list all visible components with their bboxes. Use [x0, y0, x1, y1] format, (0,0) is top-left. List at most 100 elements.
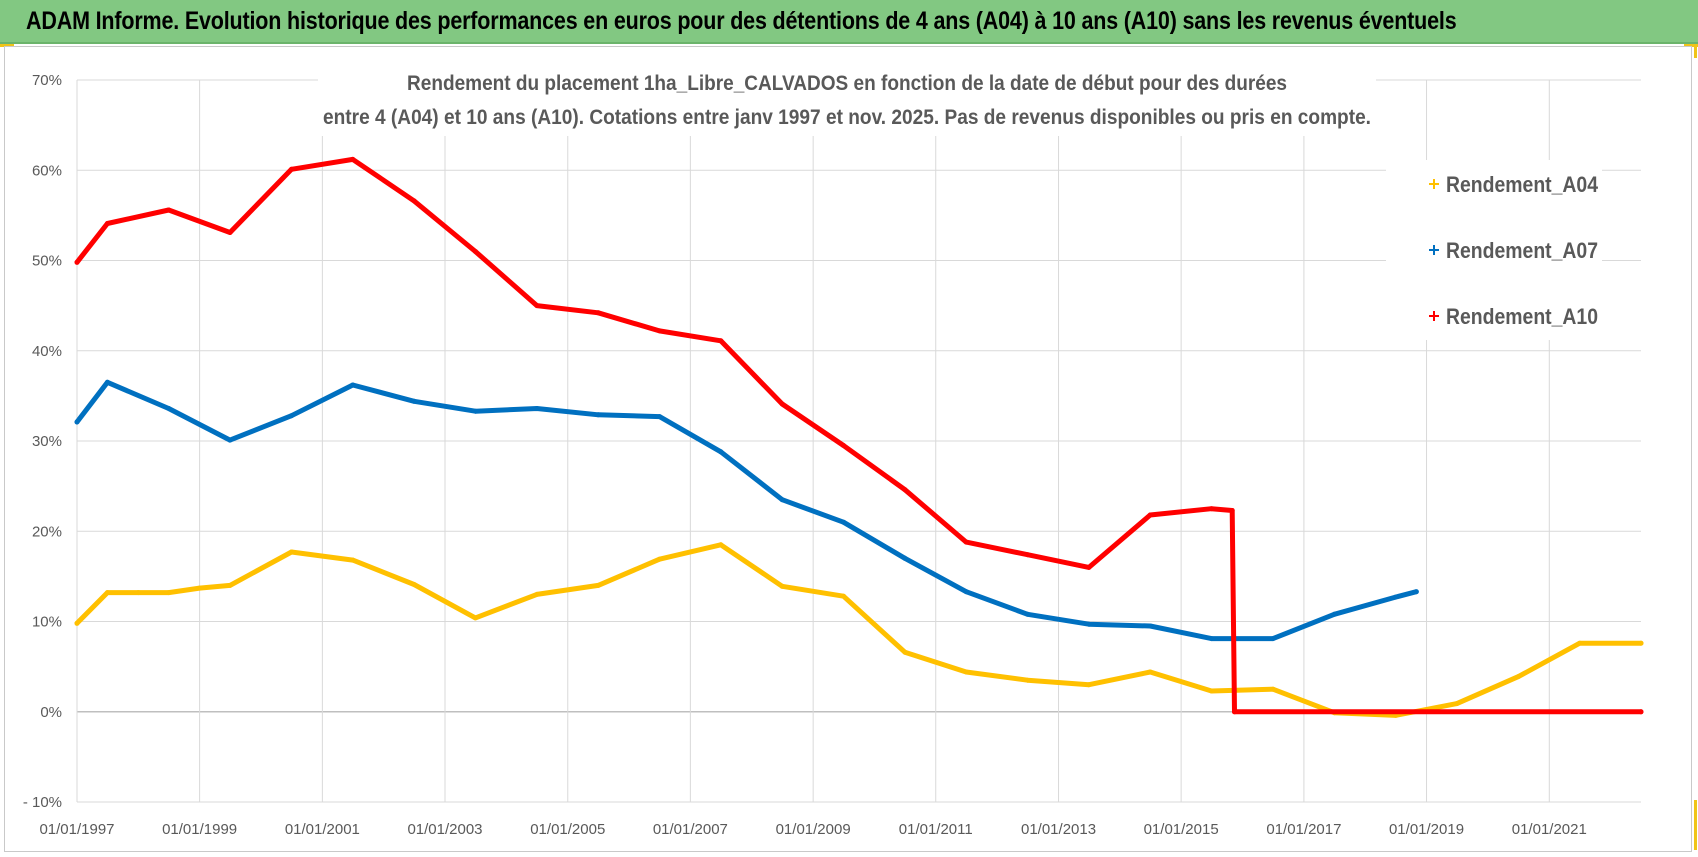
data-point — [595, 582, 601, 588]
data-point — [227, 582, 233, 588]
data-point — [1086, 564, 1092, 570]
data-point — [350, 156, 356, 162]
data-point — [1331, 611, 1337, 617]
x-tick-label: 01/01/2017 — [1266, 821, 1341, 838]
legend: Rendement_A04 Rendement_A07 Rendement_A10 — [1386, 160, 1602, 340]
y-tick-label: 40% — [32, 343, 62, 360]
y-tick-label: 70% — [32, 72, 62, 89]
data-point — [657, 328, 662, 334]
data-point — [350, 557, 356, 563]
series-lines — [74, 156, 1644, 718]
corner-mark-top-right-vertical — [1694, 44, 1697, 58]
data-point — [289, 413, 294, 419]
data-point — [718, 449, 724, 455]
data-point — [963, 669, 969, 675]
chart-frame — [4, 46, 1692, 852]
data-point — [1515, 674, 1521, 680]
data-point — [1147, 623, 1153, 629]
x-tick-label: 01/01/2019 — [1389, 821, 1464, 838]
page-title: ADAM Informe. Evolution historique des p… — [26, 7, 1457, 35]
data-point — [1638, 709, 1644, 715]
legend-label: Rendement_A04 — [1446, 172, 1599, 197]
data-point — [1270, 686, 1276, 692]
data-point — [1577, 640, 1583, 646]
x-tick-label: 01/01/2003 — [407, 821, 482, 838]
data-point — [411, 198, 417, 204]
data-point — [902, 555, 908, 561]
x-tick-label: 01/01/2009 — [776, 821, 851, 838]
y-tick-label: 10% — [32, 614, 62, 631]
data-point — [1413, 589, 1419, 595]
data-point — [472, 249, 478, 254]
header-banner: ADAM Informe. Evolution historique des p… — [0, 0, 1698, 44]
data-point — [289, 166, 294, 172]
data-point — [902, 487, 908, 493]
data-point — [166, 590, 172, 596]
chart-title-line-2: entre 4 (A04) et 10 ans (A10). Cotations… — [323, 106, 1371, 129]
data-point — [657, 414, 662, 420]
corner-mark-bottom-right-vertical — [1694, 800, 1697, 850]
data-point — [411, 398, 417, 404]
x-tick-label: 01/01/2007 — [653, 821, 728, 838]
x-tick-label: 01/01/1997 — [39, 821, 114, 838]
data-point — [411, 582, 417, 587]
data-point — [74, 419, 80, 425]
chart-title-line-1: Rendement du placement 1ha_Libre_CALVADO… — [407, 72, 1287, 95]
data-point — [841, 593, 846, 599]
y-tick-label: - 10% — [23, 794, 62, 811]
data-point — [1270, 636, 1276, 642]
data-point — [1232, 709, 1237, 715]
series-line-rendement-a04 — [74, 542, 1644, 718]
y-tick-label: 30% — [32, 433, 62, 450]
data-point — [1147, 512, 1153, 518]
y-tick-label: 50% — [32, 253, 62, 270]
data-point — [1393, 594, 1399, 600]
data-point — [472, 408, 478, 414]
data-point — [104, 379, 110, 385]
y-tick-label: 60% — [32, 162, 62, 179]
data-point — [135, 590, 141, 596]
data-point — [963, 539, 969, 545]
data-point — [1086, 682, 1092, 688]
data-point — [534, 303, 540, 309]
x-tick-label: 01/01/2015 — [1144, 821, 1219, 838]
axes: - 10% 0% 10% 20% 30% 40% 50% 60% 70% 01/01/1997 01… — [23, 72, 1587, 838]
data-point — [166, 406, 172, 411]
data-point — [227, 437, 233, 443]
data-point — [1209, 506, 1214, 512]
data-point — [1454, 701, 1460, 707]
data-point — [1209, 636, 1214, 642]
data-point — [595, 310, 601, 316]
y-tick-label: 0% — [40, 704, 62, 721]
data-point — [1086, 621, 1092, 627]
data-point — [718, 338, 724, 344]
legend-label: Rendement_A10 — [1446, 304, 1598, 329]
data-point — [1209, 688, 1214, 694]
x-tick-label: 01/01/2013 — [1021, 821, 1096, 838]
data-point — [1025, 611, 1031, 617]
data-point — [779, 497, 785, 503]
data-point — [104, 221, 110, 226]
data-point — [841, 443, 846, 448]
data-point — [534, 406, 540, 411]
x-tick-label: 01/01/2021 — [1512, 821, 1587, 838]
data-point — [657, 556, 662, 562]
chart-title: Rendement du placement 1ha_Libre_CALVADO… — [318, 66, 1376, 136]
data-point — [779, 401, 785, 407]
data-point — [472, 615, 478, 621]
series-line-rendement-a07 — [74, 379, 1419, 642]
data-point — [74, 620, 80, 626]
corner-mark-top-right — [1684, 44, 1698, 47]
x-tick-label: 01/01/2001 — [285, 821, 360, 838]
data-point — [779, 583, 785, 589]
data-point — [963, 589, 969, 595]
data-point — [350, 382, 356, 388]
x-tick-label: 01/01/2005 — [530, 821, 605, 838]
data-point — [902, 649, 908, 655]
corner-mark-top-left — [0, 44, 14, 47]
x-tick-label: 01/01/2011 — [899, 821, 973, 838]
data-point — [534, 591, 540, 597]
data-point — [718, 542, 724, 548]
data-point — [197, 585, 203, 591]
